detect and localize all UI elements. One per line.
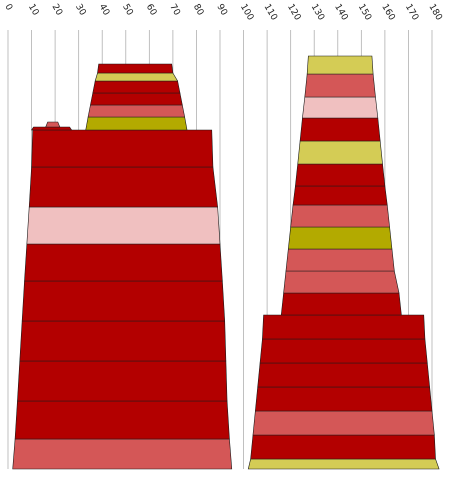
stack-2 bbox=[247, 55, 440, 470]
stack-layer bbox=[255, 386, 433, 412]
stack-layer bbox=[19, 320, 227, 362]
stack-layer bbox=[259, 338, 428, 364]
stack-layer bbox=[299, 117, 381, 142]
stack-layer bbox=[31, 129, 214, 168]
stack-layer bbox=[297, 140, 383, 165]
stack-layer bbox=[292, 185, 388, 206]
x-tick-label: 130 bbox=[309, 3, 326, 23]
stack-layer bbox=[304, 73, 376, 98]
cap-mark bbox=[30, 126, 73, 131]
stack-layer bbox=[252, 410, 435, 436]
stack-layer bbox=[92, 80, 181, 94]
x-tick-label: 60 bbox=[144, 3, 159, 18]
x-tick-label: 140 bbox=[332, 3, 349, 23]
stack-layer bbox=[302, 96, 379, 119]
stack-layer bbox=[97, 63, 174, 74]
stack-layer bbox=[257, 362, 430, 388]
stack-layer bbox=[12, 438, 233, 470]
stack-layer bbox=[283, 270, 400, 294]
stack-layer bbox=[87, 104, 186, 118]
cap-mark bbox=[45, 121, 61, 128]
x-tick-label: 120 bbox=[285, 3, 302, 23]
x-tick-label: 70 bbox=[167, 3, 182, 18]
stack-layer bbox=[26, 206, 221, 245]
x-tick-label: 40 bbox=[97, 3, 112, 18]
x-tick-label: 160 bbox=[379, 3, 396, 23]
stack-layer bbox=[24, 243, 223, 282]
x-tick-label: 30 bbox=[73, 3, 88, 18]
stack-layer bbox=[14, 400, 230, 440]
stack-layer bbox=[17, 360, 228, 402]
stack-layer bbox=[306, 55, 374, 75]
stack-layer bbox=[28, 166, 218, 208]
stack-layer bbox=[285, 248, 395, 272]
stack-layer bbox=[287, 226, 393, 250]
x-tick-label: 100 bbox=[238, 3, 255, 23]
x-tick-label: 10 bbox=[26, 3, 41, 18]
x-tick-label: 90 bbox=[214, 3, 229, 18]
x-tick-label: 170 bbox=[403, 3, 420, 23]
stack-layer bbox=[262, 314, 426, 340]
stack-layer bbox=[290, 204, 390, 228]
stack-layer bbox=[247, 458, 440, 470]
x-tick-label: 80 bbox=[191, 3, 206, 18]
stack-layer bbox=[250, 434, 436, 460]
x-tick-label: 180 bbox=[426, 3, 443, 23]
stack-layer bbox=[90, 92, 183, 106]
stack-layer bbox=[85, 116, 188, 131]
x-tick-label: 20 bbox=[50, 3, 65, 18]
x-tick-label: 0 bbox=[2, 3, 14, 13]
stack-1 bbox=[12, 63, 233, 470]
stack-layer bbox=[280, 292, 402, 316]
x-tick-labels: 0 10 20 30 40 50 60 70 80 90 100 110 120 130 140 150 160… bbox=[2, 3, 443, 23]
stack-layer bbox=[295, 163, 386, 187]
stacked-layers bbox=[12, 55, 440, 470]
x-tick-label: 110 bbox=[262, 3, 279, 23]
x-tick-label: 50 bbox=[120, 3, 135, 18]
stack-layer bbox=[21, 280, 226, 322]
x-tick-label: 150 bbox=[356, 3, 373, 23]
stack-layer bbox=[94, 72, 179, 82]
